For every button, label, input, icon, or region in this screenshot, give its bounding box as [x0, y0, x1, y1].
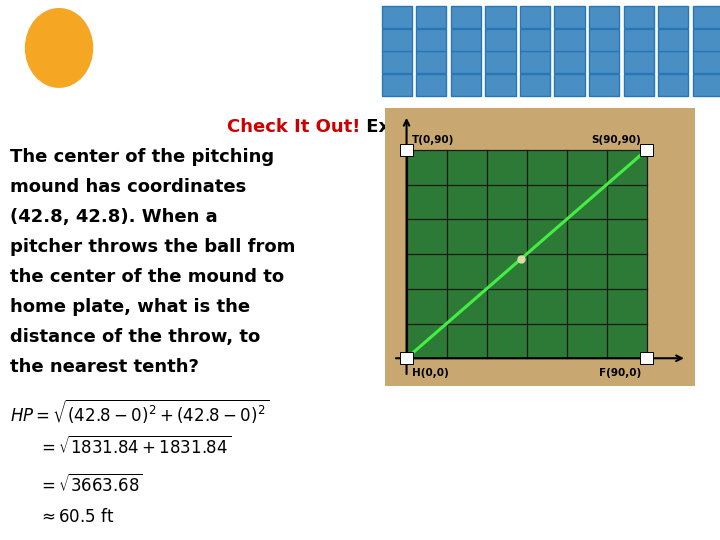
Bar [520, 51, 550, 73]
Text: T(0,90): T(0,90) [412, 135, 454, 145]
Bar [416, 6, 446, 28]
Bar [451, 6, 481, 28]
Bar [416, 74, 446, 96]
Text: F(90,0): F(90,0) [599, 368, 642, 377]
Bar [624, 51, 654, 73]
Bar [658, 51, 688, 73]
Bar [640, 353, 654, 364]
Bar [451, 74, 481, 96]
Bar [400, 353, 413, 364]
Bar [624, 29, 654, 51]
Bar [416, 51, 446, 73]
Bar [589, 51, 619, 73]
Bar [658, 6, 688, 28]
Bar [554, 51, 585, 73]
Text: $= \sqrt{1831.84+1831.84}$: $= \sqrt{1831.84+1831.84}$ [38, 436, 231, 458]
Bar [693, 74, 720, 96]
Bar [554, 29, 585, 51]
Text: S(90,90): S(90,90) [592, 135, 642, 145]
Text: (42.8, 42.8). When a: (42.8, 42.8). When a [10, 208, 217, 226]
Text: the nearest tenth?: the nearest tenth? [10, 358, 199, 376]
Text: Copyright © by Holt Mc Dougal. All Rights Reserved.: Copyright © by Holt Mc Dougal. All Right… [435, 519, 709, 529]
Bar [640, 144, 654, 156]
Text: the center of the mound to: the center of the mound to [10, 268, 284, 286]
Bar [485, 6, 516, 28]
Text: H(0,0): H(0,0) [412, 368, 449, 377]
Ellipse shape [24, 8, 94, 88]
Bar [520, 74, 550, 96]
Text: Holt McDougal Geometry: Holt McDougal Geometry [11, 518, 168, 531]
Bar [382, 6, 412, 28]
Bar [658, 74, 688, 96]
Bar [485, 29, 516, 51]
Bar [382, 51, 412, 73]
Text: home plate, what is the: home plate, what is the [10, 298, 250, 316]
Text: Midpoint and Distance: Midpoint and Distance [104, 25, 369, 45]
Bar [451, 29, 481, 51]
Text: Example 5: Example 5 [360, 118, 471, 136]
Bar [693, 29, 720, 51]
Bar [400, 144, 413, 156]
Text: Check It Out!: Check It Out! [227, 118, 360, 136]
Bar [589, 74, 619, 96]
Bar [589, 6, 619, 28]
Bar [382, 29, 412, 51]
Text: $HP = \sqrt{(42.8-0)^2+(42.8-0)^2}$: $HP = \sqrt{(42.8-0)^2+(42.8-0)^2}$ [10, 398, 269, 426]
Bar [554, 74, 585, 96]
Bar [485, 74, 516, 96]
Bar [693, 6, 720, 28]
Bar [554, 6, 585, 28]
Bar [520, 29, 550, 51]
Bar [624, 6, 654, 28]
Bar [451, 51, 481, 73]
Text: mound has coordinates: mound has coordinates [10, 178, 246, 196]
Bar [382, 74, 412, 96]
Text: $\approx 60.5\ \mathrm{ft}$: $\approx 60.5\ \mathrm{ft}$ [38, 508, 114, 526]
Bar [693, 51, 720, 73]
Bar [658, 29, 688, 51]
Text: $= \sqrt{3663.68}$: $= \sqrt{3663.68}$ [38, 474, 143, 496]
Bar [589, 29, 619, 51]
Text: in the Coordinate Plane: in the Coordinate Plane [104, 67, 382, 87]
Text: pitcher throws the ball from: pitcher throws the ball from [10, 238, 295, 256]
Text: distance of the throw, to: distance of the throw, to [10, 328, 260, 346]
Bar [407, 150, 647, 358]
Bar [520, 6, 550, 28]
Bar [624, 74, 654, 96]
Text: The center of the pitching: The center of the pitching [10, 148, 274, 166]
Bar [485, 51, 516, 73]
Bar [416, 29, 446, 51]
